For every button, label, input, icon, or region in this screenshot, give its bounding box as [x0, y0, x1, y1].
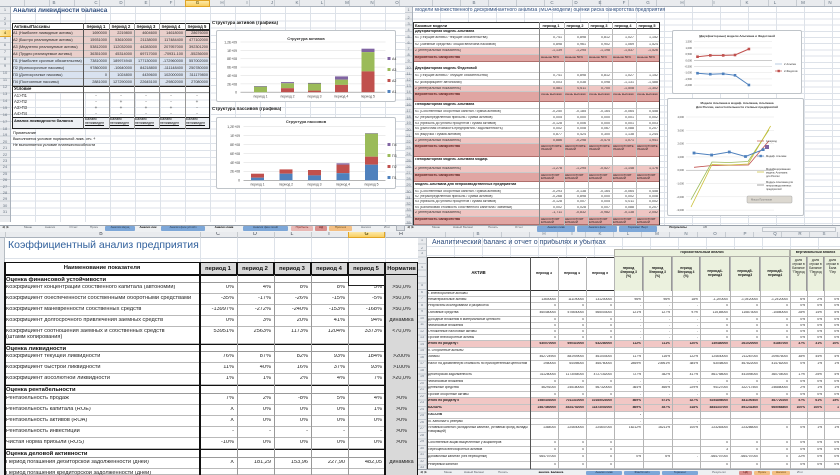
svg-text:период 3: период 3	[307, 95, 321, 99]
svg-text:4E+08: 4E+08	[230, 161, 240, 165]
svg-text:6E+08: 6E+08	[227, 66, 237, 70]
svg-text:период 5: период 5	[360, 95, 374, 99]
svg-text:Модель Альтмана для: Модель Альтмана для	[766, 180, 793, 184]
svg-text:2-Федотов: 2-Федотов	[784, 69, 798, 73]
svg-text:Модиф. Альтман: Модиф. Альтман	[766, 154, 787, 158]
svg-text:П2: П2	[392, 165, 397, 169]
svg-text:2E+08: 2E+08	[230, 170, 240, 174]
svg-text:1E+09: 1E+09	[227, 49, 237, 53]
svg-text:2E+08: 2E+08	[227, 82, 237, 86]
svg-text:Масса Прогнозов: Масса Прогнозов	[751, 198, 773, 202]
svg-text:период 1: период 1	[253, 95, 267, 99]
svg-text:4,000: 4,000	[678, 115, 685, 119]
svg-text:П4: П4	[392, 143, 397, 147]
svg-text:2 Альтма: 2 Альтма	[784, 62, 796, 66]
svg-text:1,2E+09: 1,2E+09	[224, 40, 237, 44]
svg-text:-3,000: -3,000	[677, 208, 685, 212]
svg-text:предприятий: предприятий	[766, 187, 782, 191]
svg-text:П3: П3	[392, 154, 397, 158]
svg-text:А3: А3	[392, 68, 396, 72]
svg-text:А4: А4	[392, 57, 396, 61]
svg-text:для России: для России	[766, 174, 780, 178]
svg-text:период 2: период 2	[278, 183, 292, 187]
svg-text:1,000: 1,000	[686, 46, 693, 50]
svg-text:Модели Альтмана в модиф. Альтм: Модели Альтмана в модиф. Альтмана, Альтм…	[701, 101, 774, 105]
svg-text:0: 0	[235, 91, 237, 95]
svg-text:П1: П1	[392, 176, 397, 180]
svg-text:8E+08: 8E+08	[230, 143, 240, 147]
svg-text:период 4: период 4	[334, 95, 348, 99]
svg-text:-1,000: -1,000	[677, 182, 685, 186]
svg-text:-0,500: -0,500	[685, 65, 693, 69]
svg-text:3,000: 3,000	[678, 128, 685, 132]
svg-text:1E+09: 1E+09	[230, 134, 240, 138]
svg-text:период 2: период 2	[280, 95, 294, 99]
svg-text:период 5: период 5	[364, 183, 378, 187]
svg-text:А1: А1	[392, 90, 396, 94]
svg-text:1,500: 1,500	[686, 40, 693, 44]
svg-text:1,2E+09: 1,2E+09	[227, 125, 240, 129]
svg-text:период 1: период 1	[250, 183, 264, 187]
svg-text:(Двухфакторные) модели Альтман: (Двухфакторные) модели Альтмана и Федото…	[699, 34, 775, 38]
svg-text:Структура пассивов: Структура пассивов	[285, 119, 326, 124]
svg-text:1,000: 1,000	[678, 155, 685, 159]
svg-text:-2,000: -2,000	[677, 195, 685, 199]
svg-text:Структура активов: Структура активов	[287, 36, 325, 41]
svg-text:период 4: период 4	[335, 183, 349, 187]
svg-text:0,000: 0,000	[686, 58, 693, 62]
svg-text:6E+08: 6E+08	[230, 152, 240, 156]
svg-text:непроизводственных: непроизводственных	[766, 185, 792, 188]
svg-text:-1,500: -1,500	[685, 77, 693, 81]
svg-text:-2,000: -2,000	[685, 83, 693, 87]
svg-text:А2: А2	[392, 79, 396, 83]
svg-text:4-период: 4-период	[766, 139, 777, 143]
svg-text:0,500: 0,500	[686, 52, 693, 56]
svg-text:модель Альтмана: модель Альтмана	[766, 171, 788, 175]
svg-text:Для России, несостоятельности: Для России, несостоятельности степных пр…	[696, 105, 778, 109]
svg-text:период 3: период 3	[307, 183, 321, 187]
svg-text:2,000: 2,000	[678, 142, 685, 146]
svg-text:Модифицированная: Модифицированная	[766, 167, 791, 171]
svg-text:4E+08: 4E+08	[227, 74, 237, 78]
svg-text:8E+08: 8E+08	[227, 57, 237, 61]
svg-text:0,000: 0,000	[678, 168, 685, 172]
svg-text:-1,000: -1,000	[685, 71, 693, 75]
svg-text:0: 0	[238, 179, 240, 183]
